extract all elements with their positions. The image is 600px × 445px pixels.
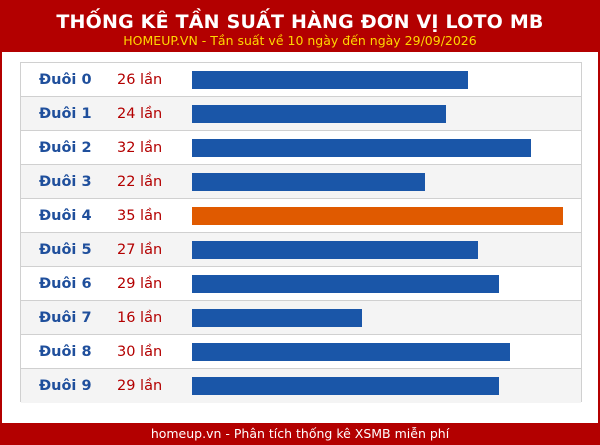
chart-title: THỐNG KÊ TẦN SUẤT HÀNG ĐƠN VỊ LOTO MB (56, 11, 544, 33)
bar-category-label: Đuôi 8 (39, 344, 92, 360)
bar-table: Đuôi 0 26 lần Đuôi 1 24 lần Đuôi 2 32 lần Đuôi… (20, 62, 582, 403)
bar-value-label: 29 lần (117, 378, 163, 394)
bar-category-label: Đuôi 1 (39, 106, 92, 122)
bar-value-label: 30 lần (117, 344, 163, 360)
bar-category-label: Đuôi 0 (39, 72, 92, 88)
bar (192, 139, 531, 157)
bar-row: Đuôi 6 29 lần (21, 267, 581, 301)
bar-category-label: Đuôi 9 (39, 378, 92, 394)
bar-category-label: Đuôi 5 (39, 242, 92, 258)
chart-subtitle: HOMEUP.VN - Tần suất về 10 ngày đến ngày… (123, 33, 477, 48)
bar (192, 207, 563, 225)
bar-row: Đuôi 8 30 lần (21, 335, 581, 369)
bar-value-label: 35 lần (117, 208, 163, 224)
bar (192, 343, 510, 361)
bar-value-label: 22 lần (117, 174, 163, 190)
bar (192, 105, 446, 123)
bar-value-label: 32 lần (117, 140, 163, 156)
bar-category-label: Đuôi 4 (39, 208, 92, 224)
bar (192, 241, 478, 259)
bar (192, 275, 499, 293)
bar-value-label: 16 lần (117, 310, 163, 326)
chart-footer: homeup.vn - Phân tích thống kê XSMB miễn… (2, 423, 598, 443)
bar-row: Đuôi 9 29 lần (21, 369, 581, 403)
bar-value-label: 26 lần (117, 72, 163, 88)
bar-row: Đuôi 2 32 lần (21, 131, 581, 165)
bar (192, 71, 468, 89)
chart-header: THỐNG KÊ TẦN SUẤT HÀNG ĐƠN VỊ LOTO MB HO… (2, 2, 598, 52)
bar-row: Đuôi 1 24 lần (21, 97, 581, 131)
footer-text: homeup.vn - Phân tích thống kê XSMB miễn… (150, 426, 450, 441)
bar-category-label: Đuôi 6 (39, 276, 92, 292)
bar-value-label: 27 lần (117, 242, 163, 258)
bar (192, 377, 499, 395)
bar-category-label: Đuôi 2 (39, 140, 92, 156)
bar-value-label: 29 lần (117, 276, 163, 292)
bar-row: Đuôi 0 26 lần (21, 63, 581, 97)
bar-row: Đuôi 4 35 lần (21, 199, 581, 233)
bar-row: Đuôi 7 16 lần (21, 301, 581, 335)
bar (192, 309, 362, 327)
bar-row: Đuôi 3 22 lần (21, 165, 581, 199)
bar-category-label: Đuôi 7 (39, 310, 92, 326)
bar-value-label: 24 lần (117, 106, 163, 122)
bar-row: Đuôi 5 27 lần (21, 233, 581, 267)
bar-category-label: Đuôi 3 (39, 174, 92, 190)
bar (192, 173, 425, 191)
